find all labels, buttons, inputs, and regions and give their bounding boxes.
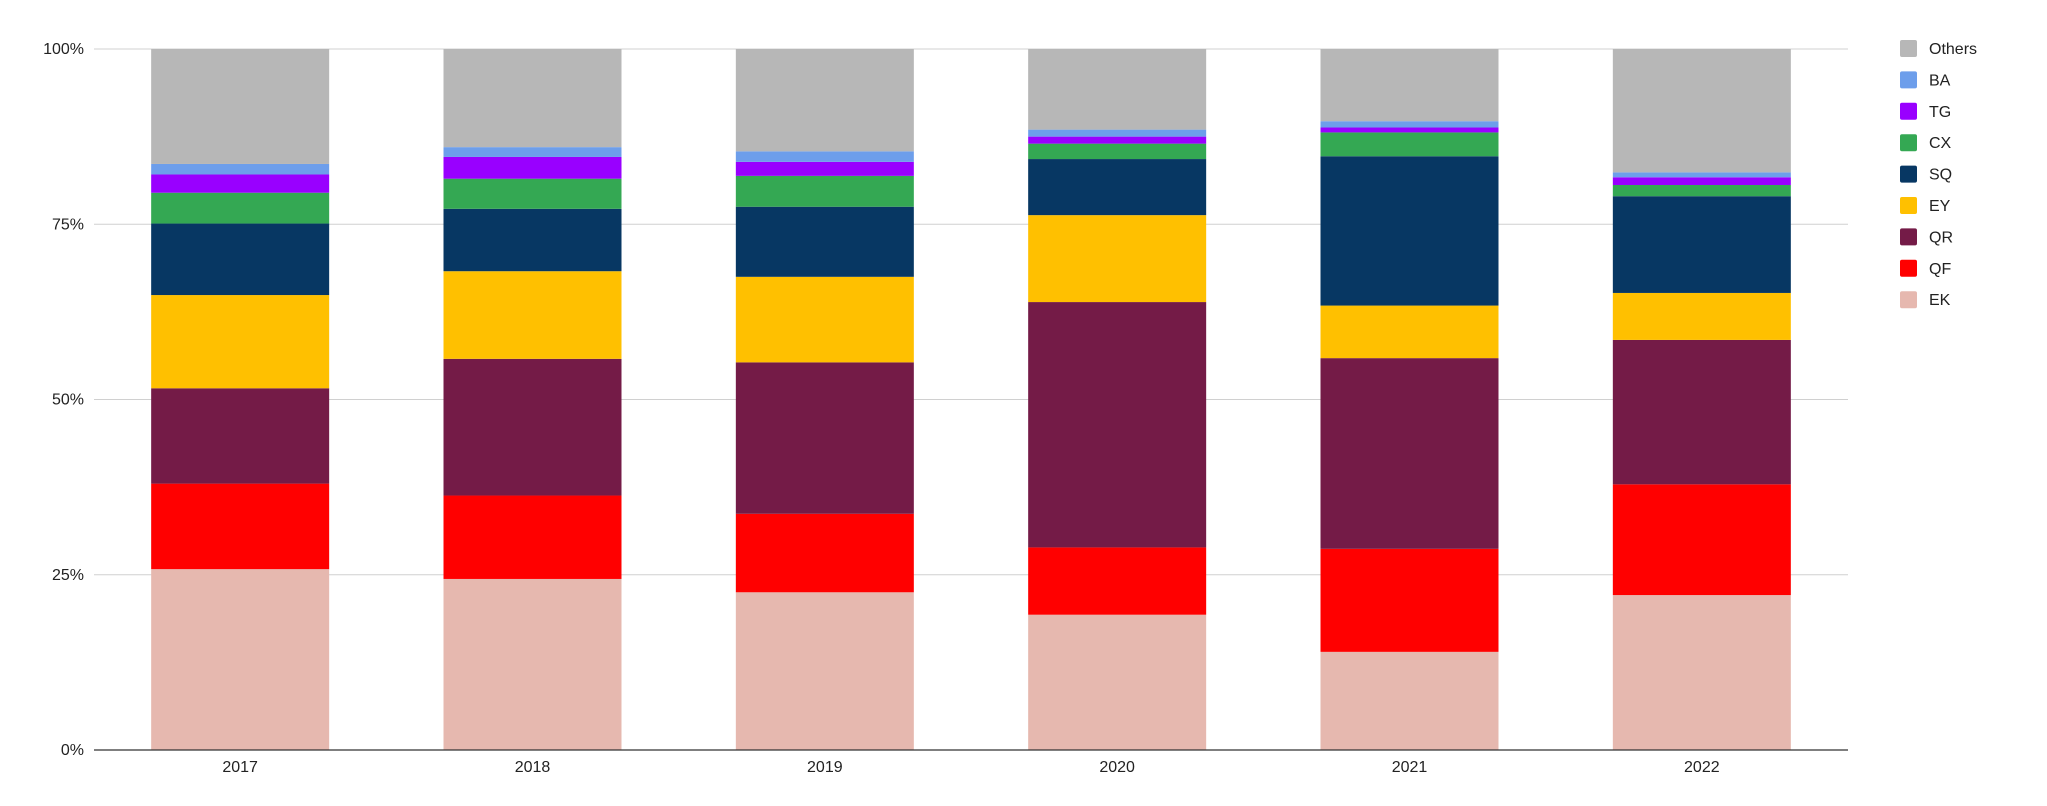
bar-segment-ek-2019 — [735, 592, 914, 750]
bar-segment-tg-2018 — [443, 156, 622, 179]
legend: Others BA TG CX SQ EY QR QF EK — [1900, 40, 1977, 309]
x-tick-label: 2020 — [1099, 759, 1135, 776]
bar-segment-ek-2020 — [1028, 614, 1207, 750]
bar-segment-sq-2017 — [151, 223, 330, 296]
bar-segment-qf-2018 — [443, 495, 622, 579]
bar-segment-others-2017 — [151, 49, 330, 164]
bar-segment-sq-2020 — [1028, 159, 1207, 216]
legend-label-qr: QR — [1929, 229, 1953, 246]
bar-segment-ey-2022 — [1612, 292, 1791, 340]
y-tick-label: 25% — [52, 567, 84, 584]
bar-segment-ba-2017 — [151, 163, 330, 175]
x-tick-label: 2019 — [807, 759, 843, 776]
gridlines — [94, 48, 1848, 576]
bar-segment-qr-2020 — [1028, 302, 1207, 548]
x-tick-label: 2018 — [515, 759, 551, 776]
bar-segment-qr-2019 — [735, 362, 914, 514]
legend-label-ek: EK — [1929, 292, 1951, 309]
legend-label-sq: SQ — [1929, 167, 1952, 184]
y-tick-labels: 0% 25% 50% 75% 100% — [43, 41, 84, 759]
x-tick-label: 2017 — [222, 759, 258, 776]
bar-segment-ek-2017 — [151, 569, 330, 750]
legend-swatch-others — [1900, 40, 1917, 57]
bar-segment-cx-2022 — [1612, 184, 1791, 197]
bar-segment-others-2021 — [1320, 49, 1499, 122]
legend-swatch-qf — [1900, 259, 1917, 277]
legend-swatch-ey — [1900, 197, 1917, 214]
bar-segment-ey-2017 — [151, 295, 330, 389]
x-tick-label: 2021 — [1392, 759, 1428, 776]
bar-segment-ek-2021 — [1320, 651, 1499, 750]
bar-segment-qf-2017 — [151, 483, 330, 570]
bar-segment-sq-2018 — [443, 208, 622, 272]
y-tick-label: 100% — [43, 41, 84, 58]
bar-segment-ba-2019 — [735, 151, 914, 162]
bar-segment-others-2018 — [443, 49, 622, 148]
bar-segment-cx-2018 — [443, 178, 622, 209]
y-tick-label: 50% — [52, 392, 84, 409]
bar-segment-cx-2020 — [1028, 143, 1207, 160]
bar-segment-ey-2021 — [1320, 305, 1499, 359]
bar-segment-qr-2022 — [1612, 339, 1791, 485]
bar-segment-others-2019 — [735, 49, 914, 152]
bar-segment-others-2022 — [1612, 49, 1791, 173]
bar-segment-qf-2022 — [1612, 484, 1791, 596]
legend-swatch-sq — [1900, 165, 1917, 183]
bar-segment-ba-2020 — [1028, 129, 1207, 137]
bar-segment-ba-2021 — [1320, 121, 1499, 128]
legend-swatch-tg — [1900, 102, 1917, 120]
bar-segment-tg-2021 — [1320, 127, 1499, 133]
legend-swatch-ba — [1900, 71, 1917, 89]
bar-segment-others-2020 — [1028, 49, 1207, 130]
y-tick-label: 75% — [52, 216, 84, 233]
bar-segment-ey-2019 — [735, 276, 914, 363]
bar-segment-tg-2019 — [735, 161, 914, 176]
bar-segment-ba-2018 — [443, 147, 622, 157]
bar-segment-cx-2021 — [1320, 132, 1499, 157]
x-tick-labels: 2017 2018 2019 2020 2021 2022 — [222, 759, 1719, 776]
bar-segment-qr-2021 — [1320, 358, 1499, 549]
bar-segment-tg-2020 — [1028, 136, 1207, 144]
legend-label-ey: EY — [1929, 198, 1951, 215]
bar-segment-sq-2019 — [735, 206, 914, 277]
legend-label-qf: QF — [1929, 261, 1951, 278]
x-tick-label: 2022 — [1684, 759, 1720, 776]
bars — [151, 49, 1791, 750]
legend-label-others: Others — [1929, 41, 1977, 58]
bar-segment-sq-2021 — [1320, 156, 1499, 306]
bar-segment-cx-2019 — [735, 175, 914, 207]
bar-segment-qf-2019 — [735, 513, 914, 593]
bar-segment-tg-2017 — [151, 174, 330, 193]
legend-label-ba: BA — [1929, 72, 1951, 89]
bar-segment-ey-2018 — [443, 271, 622, 359]
bar-segment-qf-2020 — [1028, 547, 1207, 615]
bar-segment-ek-2022 — [1612, 595, 1791, 750]
bar-segment-ba-2022 — [1612, 172, 1791, 178]
bar-segment-cx-2017 — [151, 192, 330, 224]
bar-segment-qr-2017 — [151, 388, 330, 484]
bar-segment-qr-2018 — [443, 358, 622, 496]
legend-swatch-ek — [1900, 291, 1917, 309]
legend-swatch-qr — [1900, 228, 1917, 246]
y-tick-label: 0% — [61, 742, 84, 759]
bar-segment-sq-2022 — [1612, 196, 1791, 293]
bar-segment-ey-2020 — [1028, 215, 1207, 303]
bar-segment-ek-2018 — [443, 578, 622, 750]
legend-swatch-cx — [1900, 134, 1917, 152]
bar-segment-qf-2021 — [1320, 548, 1499, 652]
bar-segment-tg-2022 — [1612, 177, 1791, 185]
legend-label-tg: TG — [1929, 104, 1951, 121]
legend-label-cx: CX — [1929, 135, 1952, 152]
